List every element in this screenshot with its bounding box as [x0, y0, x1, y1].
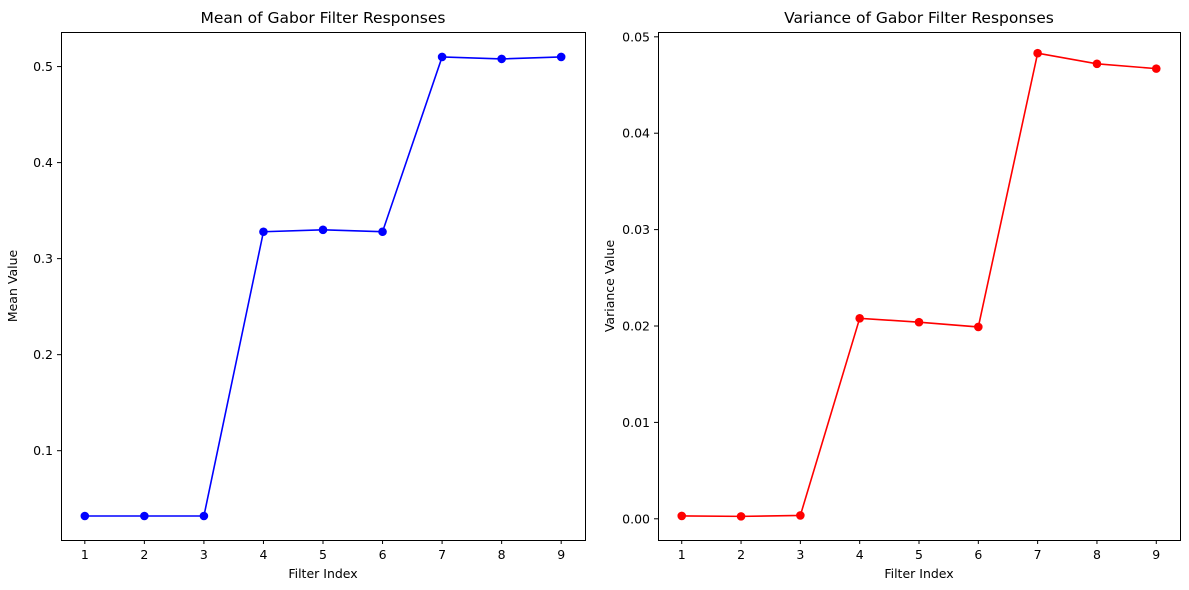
variance-chart-ytick-label: 0.02	[622, 319, 650, 334]
mean-chart-ytick-label: 0.3	[33, 251, 53, 266]
variance-chart-data-point	[1033, 48, 1042, 58]
mean-chart-series-line	[84, 56, 562, 517]
variance-chart-xtick-label: 5	[915, 547, 923, 562]
mean-chart-ytick-label: 0.1	[33, 443, 53, 458]
mean-chart-ytick-label: 0.5	[33, 59, 53, 74]
variance-chart-series-line	[681, 52, 1157, 518]
mean-chart-xtick-label: 5	[319, 547, 327, 562]
variance-chart-ytick-label: 0.00	[622, 511, 650, 526]
mean-chart-data-point	[437, 52, 447, 62]
variance-chart-xtick-label: 1	[678, 547, 686, 562]
variance-chart-data-point	[677, 511, 687, 521]
variance-chart: Variance of Gabor Filter Responses Filte…	[602, 9, 1181, 581]
mean-chart-data-point	[80, 511, 90, 521]
mean-chart-xtick-label: 2	[140, 547, 148, 562]
variance-chart-ytick-label: 0.03	[622, 222, 650, 237]
mean-chart-data-point	[259, 227, 268, 237]
mean-chart-xtick-label: 4	[259, 547, 267, 562]
variance-chart-data-point	[1092, 59, 1102, 69]
mean-chart-plot-frame	[61, 32, 586, 541]
variance-chart-title: Variance of Gabor Filter Responses	[784, 9, 1054, 27]
variance-chart-xtick-label: 8	[1093, 547, 1101, 562]
variance-chart-data-point	[914, 317, 924, 327]
variance-chart-xtick-label: 4	[856, 547, 864, 562]
mean-chart-xtick-label: 6	[379, 547, 387, 562]
mean-chart-xtick-label: 9	[557, 547, 565, 562]
mean-chart-xtick-label: 7	[438, 547, 446, 562]
variance-chart-xtick-label: 6	[974, 547, 982, 562]
variance-chart-xtick-label: 3	[796, 547, 804, 562]
mean-chart-xtick-label: 8	[498, 547, 506, 562]
mean-chart-data-point	[140, 511, 149, 521]
variance-chart-ytick-label: 0.01	[622, 415, 650, 430]
mean-chart-data-point	[378, 227, 387, 237]
variance-chart-data-point	[736, 512, 746, 521]
mean-chart-ylabel: Mean Value	[5, 250, 20, 323]
mean-chart-data-point	[318, 225, 328, 235]
variance-chart-xtick-label: 7	[1034, 547, 1042, 562]
variance-chart-plot-frame	[658, 32, 1181, 541]
variance-chart-xlabel: Filter Index	[884, 566, 953, 581]
variance-chart-ylabel: Variance Value	[602, 240, 617, 333]
mean-chart-ytick-label: 0.4	[33, 155, 53, 170]
mean-chart-xtick-label: 3	[200, 547, 208, 562]
variance-chart-data-point	[855, 313, 864, 323]
mean-chart-xlabel: Filter Index	[288, 566, 357, 581]
mean-chart-xtick-label: 1	[81, 547, 89, 562]
mean-chart: Mean of Gabor Filter Responses Filter In…	[5, 9, 586, 581]
variance-chart-ytick-label: 0.05	[622, 29, 650, 44]
mean-chart-ytick-label: 0.2	[33, 347, 53, 362]
mean-chart-data-point	[199, 511, 209, 521]
mean-chart-title: Mean of Gabor Filter Responses	[201, 9, 446, 27]
variance-chart-data-point	[796, 511, 805, 520]
variance-chart-data-point	[1151, 64, 1161, 73]
variance-chart-xtick-label: 9	[1152, 547, 1160, 562]
mean-chart-data-point	[497, 54, 506, 64]
variance-chart-data-point	[974, 322, 983, 332]
mean-chart-data-point	[556, 52, 566, 62]
variance-chart-ytick-label: 0.04	[622, 126, 650, 141]
variance-chart-xtick-label: 2	[737, 547, 745, 562]
